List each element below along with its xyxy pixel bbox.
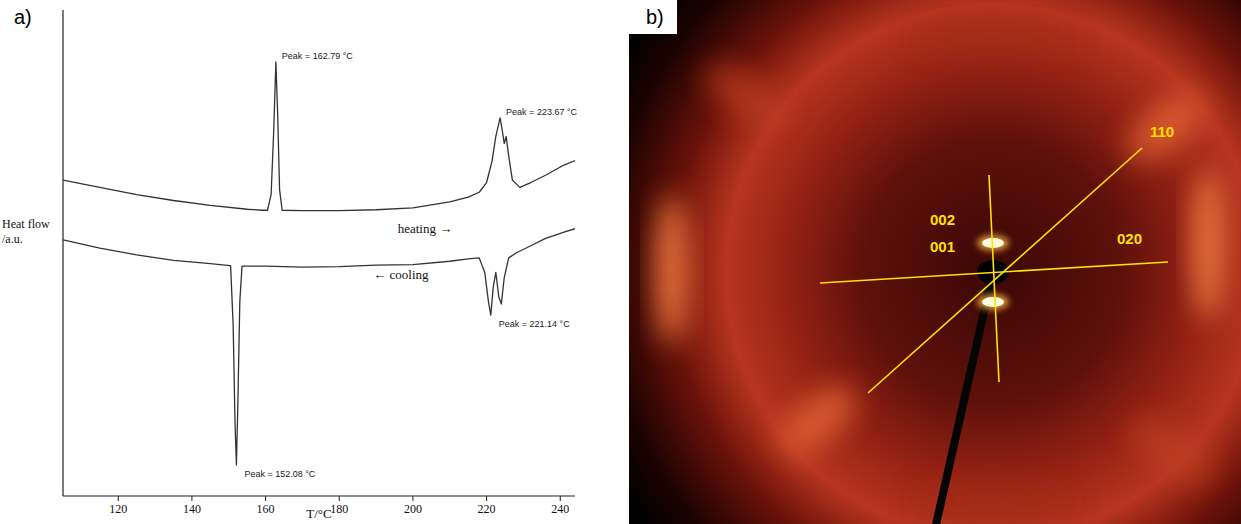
x-tick-label: 180: [330, 502, 348, 516]
panel-letter: b): [646, 6, 664, 28]
dsc-curve: [63, 229, 575, 465]
reflection-arc: [769, 374, 866, 466]
x-tick-label: 160: [257, 502, 275, 516]
x-tick-label: 120: [109, 502, 127, 516]
page: {"panel_labels": ["a)", "b)"], "chart_da…: [0, 0, 1241, 524]
letter-ground: [629, 0, 677, 34]
peak-annotation: Peak = 152.08 °C: [244, 469, 315, 479]
x-tick-label: 140: [183, 502, 201, 516]
reflection-label: 110: [1150, 123, 1174, 140]
series-label: heating →: [398, 221, 453, 236]
curves: [63, 62, 575, 465]
panel-b: 110 002 001 020: [629, 0, 1241, 524]
series-label: ← cooling: [373, 267, 429, 282]
x-axis-title: T/°C: [306, 506, 331, 521]
y-axis: [62, 10, 63, 496]
reflection-label: 002: [930, 211, 955, 228]
reflection-label: 001: [930, 238, 955, 255]
peak-annotation: Peak = 223.67 °C: [506, 107, 577, 117]
x-tick: [339, 496, 340, 501]
index-line: [989, 175, 999, 382]
meridional-spot: [982, 297, 1004, 307]
reflection-arc: [913, 22, 1073, 58]
panel-letter: a): [14, 6, 32, 28]
reflection-arc: [1116, 82, 1213, 174]
dsc-curve: [63, 62, 575, 211]
x-tick-label: 200: [404, 502, 422, 516]
x-tick: [486, 496, 487, 501]
reflection-arc: [1192, 170, 1224, 320]
index-lines: [820, 148, 1168, 393]
x-tick: [191, 496, 192, 501]
figure: 120 140 160 180 200 220 240 T/°C Heat flow/a.u. h…: [0, 0, 1241, 524]
halo: [629, 0, 1241, 524]
x-tick-label: 240: [551, 502, 569, 516]
y-axis-title-line: /a.u.: [2, 232, 23, 246]
x-axis: [63, 495, 575, 496]
x-tick: [412, 496, 413, 501]
peak-annotation: Peak = 162.79 °C: [282, 51, 353, 61]
panel-a: 120 140 160 180 200 220 240 T/°C Heat flow/a.u. h…: [2, 10, 578, 521]
reflection-arc: [697, 53, 794, 137]
xrd-image: [629, 0, 1241, 524]
index-line: [868, 148, 1142, 393]
x-tick: [560, 496, 561, 501]
reflection-label: 020: [1117, 230, 1142, 247]
x-tick: [118, 496, 119, 501]
x-tick-label: 220: [478, 502, 496, 516]
y-axis-title: Heat flow/a.u.: [2, 217, 50, 246]
reflection-arc: [1122, 408, 1219, 492]
x-tick: [265, 496, 266, 501]
image-ground: [629, 0, 1241, 524]
reflection-arc: [656, 195, 688, 345]
beam-stop-holder: [935, 272, 993, 524]
y-axis-title-line: Heat flow: [2, 217, 50, 231]
meridional-glow: [977, 294, 1009, 310]
peak-annotation: Peak = 221.14 °C: [499, 319, 570, 329]
